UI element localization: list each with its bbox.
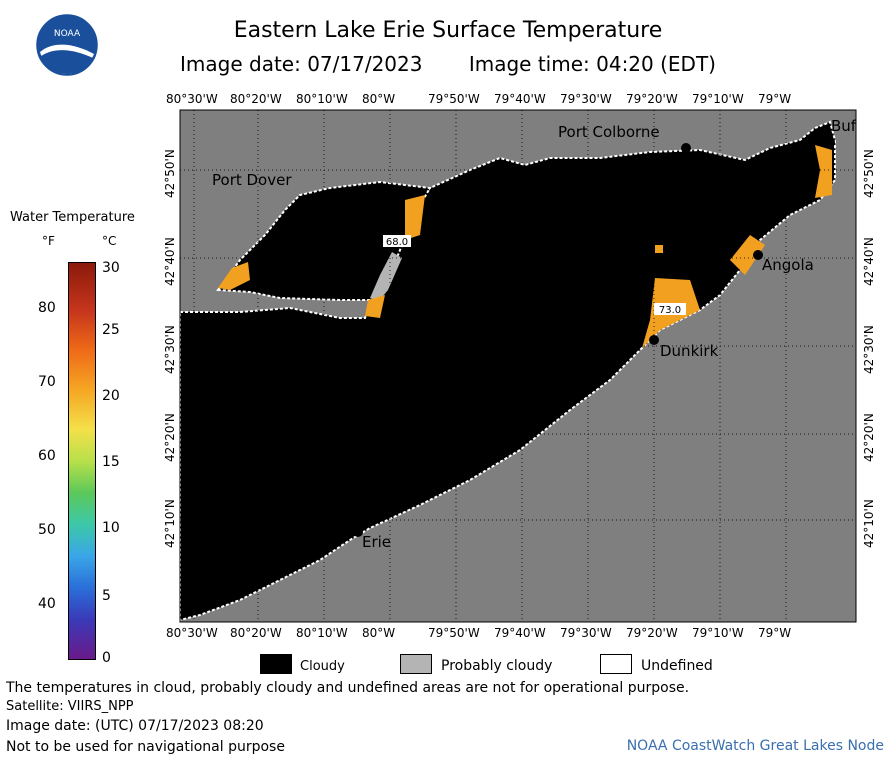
city-angola: Angola	[762, 256, 814, 274]
warm-water-patch	[815, 145, 832, 198]
city-marker-angola	[753, 250, 763, 260]
longitude-label: 80°30'W	[166, 92, 218, 106]
color-scale-bar	[68, 262, 96, 660]
legend-c-tick: 5	[102, 588, 111, 604]
longitude-label: 79°10'W	[692, 626, 744, 640]
key-undefined-label: Undefined	[641, 658, 713, 674]
legend-c-tick: 20	[102, 388, 120, 404]
warm-water-patch	[218, 262, 250, 290]
footer-disclaimer: The temperatures in cloud, probably clou…	[6, 680, 690, 696]
map-frame	[179, 109, 857, 623]
latitude-label: 42°40'N	[862, 237, 876, 286]
longitude-label: 80°20'W	[230, 92, 282, 106]
city-dunkirk: Dunkirk	[660, 342, 719, 360]
latitude-label: 42°50'N	[163, 149, 177, 198]
grid-lines	[180, 110, 856, 622]
latitude-label: 42°30'N	[862, 325, 876, 374]
image-time: Image time: 04:20 (EDT)	[468, 52, 716, 76]
probably-cloudy-patch	[370, 252, 402, 302]
longitude-label: 79°W	[758, 626, 792, 640]
key-cloudy-label: Cloudy	[300, 659, 345, 674]
key-probably-cloudy-swatch	[400, 654, 432, 674]
key-cloudy-swatch	[260, 654, 292, 674]
longitude-label: 80°30'W	[166, 626, 218, 640]
city-marker-erie	[353, 527, 363, 537]
legend-unit-f: °F	[42, 234, 55, 248]
footer-satellite: Satellite: VIIRS_NPP	[6, 699, 134, 714]
legend-f-tick: 80	[38, 300, 56, 316]
legend-f-tick: 70	[38, 374, 56, 390]
longitude-label: 79°50'W	[428, 626, 480, 640]
temp-label-west: 68.0	[386, 237, 408, 248]
city-marker-buffalo	[825, 137, 835, 147]
latitude-label: 42°50'N	[862, 149, 876, 198]
city-erie: Erie	[362, 533, 392, 551]
lake-inlet	[216, 180, 432, 301]
longitude-label: 79°40'W	[494, 92, 546, 106]
longitude-label: 79°50'W	[428, 92, 480, 106]
lake-cloud-area	[180, 120, 836, 622]
warm-water-patch	[730, 235, 765, 275]
city-port-dover: Port Dover	[212, 171, 292, 189]
city-marker-port-colborne	[681, 143, 691, 153]
logo-text: NOAA	[54, 29, 81, 39]
city-buffalo: Buf	[831, 117, 857, 135]
longitude-label: 80°20'W	[230, 626, 282, 640]
legend-f-tick: 60	[38, 448, 56, 464]
longitude-label: 79°30'W	[560, 92, 612, 106]
longitude-label: 79°30'W	[560, 626, 612, 640]
longitude-label: 80°W	[362, 92, 396, 106]
longitude-label: 80°10'W	[296, 626, 348, 640]
footer-nav-warning: Not to be used for navigational purpose	[6, 739, 285, 755]
warm-water-patch	[365, 295, 385, 318]
legend-c-tick: 30	[102, 260, 120, 276]
latitude-label: 42°30'N	[163, 325, 177, 374]
longitude-label: 80°W	[362, 626, 396, 640]
key-undefined-swatch	[600, 654, 632, 674]
latitude-label: 42°20'N	[163, 413, 177, 462]
warm-water-patch	[405, 195, 425, 240]
latitude-label: 42°20'N	[862, 413, 876, 462]
temp-label-box	[383, 235, 411, 247]
temp-label-east: 73.0	[659, 305, 681, 316]
longitude-label: 79°10'W	[692, 92, 744, 106]
legend-c-tick: 25	[102, 322, 120, 338]
image-date: Image date: 07/17/2023	[180, 52, 423, 76]
legend-c-tick: 10	[102, 520, 120, 536]
footer-utc-date: Image date: (UTC) 07/17/2023 08:20	[6, 718, 264, 734]
longitude-label: 79°40'W	[494, 626, 546, 640]
subtitle: Image date: 07/17/2023 Image time: 04:20…	[0, 52, 896, 76]
latitude-label: 42°40'N	[163, 237, 177, 286]
footer-credit: NOAA CoastWatch Great Lakes Node	[626, 738, 884, 754]
longitude-label: 80°10'W	[296, 92, 348, 106]
latitude-label: 42°10'N	[163, 499, 177, 548]
legend-f-tick: 50	[38, 522, 56, 538]
city-port-colborne: Port Colborne	[558, 123, 660, 141]
legend-c-tick: 0	[102, 650, 111, 666]
city-marker-dunkirk	[649, 335, 659, 345]
page-title: Eastern Lake Erie Surface Temperature	[233, 18, 663, 43]
key-probably-cloudy-label: Probably cloudy	[441, 658, 553, 674]
latitude-label: 42°10'N	[862, 499, 876, 548]
legend-f-tick: 40	[38, 596, 56, 612]
legend-unit-c: °C	[102, 234, 117, 248]
warm-water-patch	[655, 245, 663, 253]
legend-title: Water Temperature	[10, 210, 135, 225]
longitude-label: 79°20'W	[626, 626, 678, 640]
legend-c-tick: 15	[102, 454, 120, 470]
noaa-logo: NOAA	[36, 14, 98, 76]
longitude-label: 79°20'W	[626, 92, 678, 106]
temp-label-box	[654, 303, 686, 315]
longitude-label: 79°W	[758, 92, 792, 106]
